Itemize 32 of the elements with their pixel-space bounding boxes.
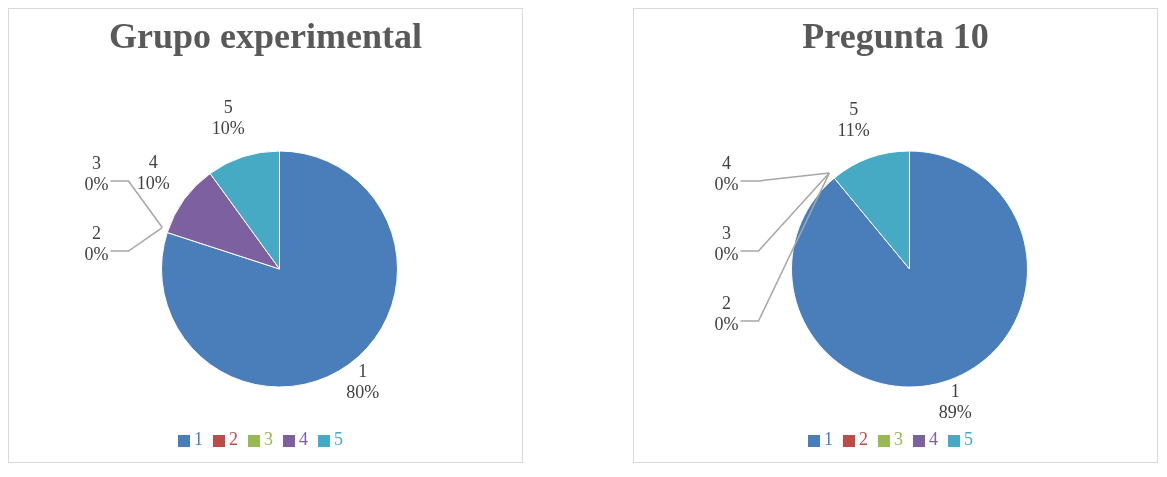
legend-label: 2 — [859, 429, 868, 449]
legend-label: 1 — [194, 429, 203, 449]
text: 0% — [84, 244, 109, 264]
legend-label: 5 — [964, 429, 973, 449]
legend-label: 3 — [894, 429, 903, 449]
slice-label: 5 — [849, 98, 859, 119]
category-label: 2 — [92, 223, 101, 243]
text: 0% — [84, 174, 109, 194]
slice-label: 1 — [950, 381, 960, 402]
category-label: 3 — [722, 223, 731, 243]
legend-label: 4 — [299, 429, 308, 449]
category-label: 4 — [722, 153, 731, 173]
chart-title: Grupo experimental — [108, 15, 423, 57]
data-label: 11% — [837, 119, 870, 140]
text: 0% — [714, 314, 739, 334]
slice-label: 4 — [148, 151, 158, 172]
legend-label: 5 — [334, 429, 343, 449]
legend-label: 4 — [929, 429, 938, 449]
data-label: 10% — [211, 118, 245, 139]
legend-label: 3 — [264, 429, 273, 449]
text: 0% — [714, 244, 739, 264]
slice-label: 1 — [358, 361, 368, 382]
category-label: 2 — [722, 293, 731, 313]
legend-label: 1 — [824, 429, 833, 449]
slice-label: 5 — [223, 97, 233, 118]
data-label: 10% — [136, 172, 170, 193]
category-label: 3 — [92, 153, 101, 173]
text: 0% — [714, 174, 739, 194]
data-label: 80% — [346, 382, 380, 403]
chart-title: Pregunta 10 — [801, 15, 990, 57]
legend-label: 2 — [229, 429, 238, 449]
data-label: 89% — [938, 402, 972, 423]
